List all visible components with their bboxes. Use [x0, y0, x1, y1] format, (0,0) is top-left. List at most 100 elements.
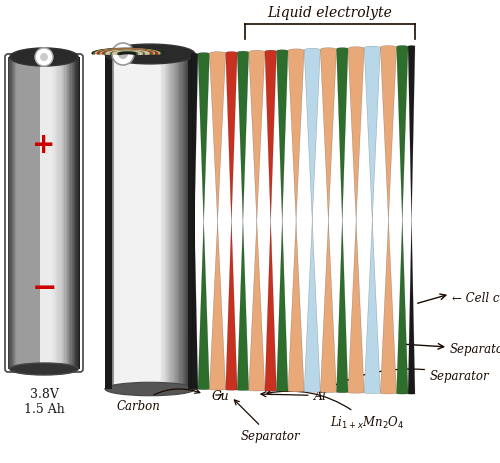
Bar — [124, 55, 126, 389]
Ellipse shape — [10, 363, 78, 375]
Bar — [177, 55, 178, 389]
Bar — [180, 55, 182, 389]
Bar — [121, 55, 122, 389]
Text: Al: Al — [261, 389, 326, 402]
Bar — [178, 55, 180, 389]
Bar — [169, 55, 170, 389]
Bar — [187, 55, 188, 389]
Bar — [151, 55, 152, 389]
Bar — [43, 58, 44, 369]
Bar — [10, 58, 12, 369]
Polygon shape — [396, 46, 408, 394]
Bar — [55, 58, 56, 369]
Bar — [67, 58, 68, 369]
Bar — [164, 55, 166, 389]
Bar — [157, 55, 158, 389]
Text: Li$_{1+x}$Mn$_2$O$_4$: Li$_{1+x}$Mn$_2$O$_4$ — [267, 390, 404, 430]
Text: +: + — [32, 131, 56, 159]
Bar — [139, 55, 140, 389]
Bar — [37, 58, 38, 369]
Polygon shape — [348, 48, 364, 394]
Bar — [106, 55, 108, 389]
Bar — [44, 58, 45, 369]
Bar — [134, 55, 136, 389]
Polygon shape — [237, 52, 248, 391]
Ellipse shape — [105, 45, 195, 65]
Bar — [159, 55, 160, 389]
Polygon shape — [320, 49, 336, 393]
Bar — [126, 55, 128, 389]
Bar — [186, 55, 187, 389]
Bar — [190, 55, 192, 389]
Bar — [136, 55, 138, 389]
Bar — [193, 55, 194, 389]
Circle shape — [40, 54, 48, 62]
Bar — [58, 58, 59, 369]
Bar — [188, 55, 190, 389]
Text: Cu: Cu — [211, 389, 229, 402]
Polygon shape — [288, 50, 304, 392]
Bar — [79, 58, 80, 369]
Polygon shape — [336, 49, 348, 393]
Bar — [24, 58, 25, 369]
Bar — [156, 55, 157, 389]
Bar — [123, 55, 124, 389]
Bar — [105, 55, 112, 389]
Bar — [105, 55, 106, 389]
Bar — [76, 58, 78, 369]
Text: Separator: Separator — [450, 343, 500, 356]
Bar — [20, 58, 21, 369]
Bar — [113, 55, 114, 389]
Bar — [73, 58, 74, 369]
Bar — [166, 55, 167, 389]
Bar — [16, 58, 18, 369]
Bar — [13, 58, 14, 369]
Bar — [174, 55, 175, 389]
Bar — [141, 55, 142, 389]
Bar — [108, 55, 110, 389]
Bar — [28, 58, 29, 369]
Text: ← Cell can: ← Cell can — [452, 291, 500, 304]
Polygon shape — [198, 53, 209, 390]
Text: 3.8V
1.5 Ah: 3.8V 1.5 Ah — [24, 387, 64, 415]
Polygon shape — [210, 52, 226, 390]
Bar — [122, 55, 123, 389]
Circle shape — [112, 44, 134, 66]
Bar — [30, 58, 31, 369]
Bar — [48, 58, 49, 369]
Bar — [167, 55, 168, 389]
Bar — [69, 58, 70, 369]
Bar — [172, 55, 174, 389]
Bar — [32, 58, 33, 369]
Bar — [184, 55, 185, 389]
Bar — [49, 58, 50, 369]
Polygon shape — [304, 49, 320, 393]
Bar — [62, 58, 63, 369]
Bar — [66, 58, 67, 369]
Bar — [142, 55, 144, 389]
Bar — [36, 58, 37, 369]
Bar — [12, 58, 13, 369]
Bar — [128, 55, 130, 389]
Text: Separator: Separator — [234, 400, 300, 442]
Bar — [46, 58, 48, 369]
Bar — [192, 55, 193, 389]
Bar — [116, 55, 117, 389]
Bar — [72, 58, 73, 369]
Text: Liquid electrolyte: Liquid electrolyte — [268, 6, 392, 20]
Bar — [54, 58, 55, 369]
Polygon shape — [408, 46, 415, 394]
Bar — [26, 58, 27, 369]
Bar — [146, 55, 148, 389]
Bar — [27, 58, 28, 369]
Bar — [170, 55, 172, 389]
Bar — [160, 55, 162, 389]
Bar — [42, 58, 43, 369]
Bar — [158, 55, 159, 389]
Bar — [56, 58, 57, 369]
Bar — [120, 55, 121, 389]
Bar — [40, 58, 42, 369]
Bar — [38, 58, 39, 369]
Bar — [150, 55, 151, 389]
Bar — [175, 55, 176, 389]
